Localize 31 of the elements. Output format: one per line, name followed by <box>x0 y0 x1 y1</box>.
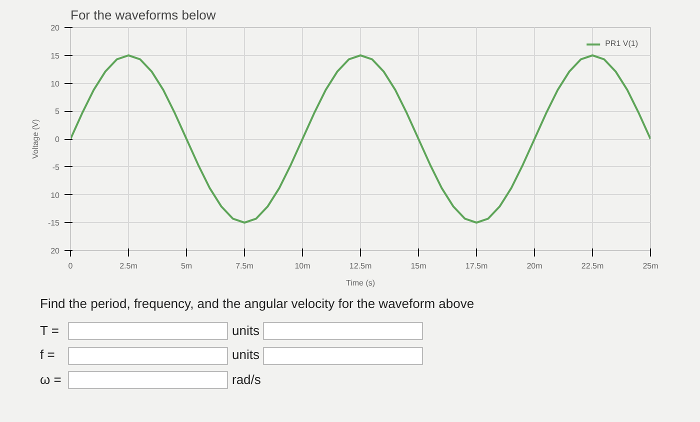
y-tick-label: -5 <box>52 162 60 172</box>
y-tick-label: 20 <box>50 24 60 32</box>
y-tick-label: 20 <box>50 246 60 256</box>
y-tick-label: -15 <box>48 218 60 228</box>
x-tick-label: 20m <box>526 262 543 270</box>
x-tick-label: 17.5m <box>465 262 488 270</box>
x-tick-label: 0 <box>68 262 74 270</box>
text: units <box>232 322 260 338</box>
text: units <box>232 347 260 362</box>
y-axis-title: Voltage (V) <box>30 118 40 159</box>
y-tick-label: 0 <box>55 135 60 144</box>
x-axis-title: Time (s) <box>346 278 376 288</box>
x-tick-label: 7.5m <box>236 262 254 270</box>
text: Find the period, frequency, and the angular velocity for the waveform above <box>40 295 474 313</box>
chart-title: For the waveforms below <box>70 8 216 22</box>
x-tick-label: 12.5m <box>349 262 372 270</box>
y-tick-label: 10 <box>50 190 60 200</box>
x-tick-label: 25m <box>642 262 659 270</box>
text: rad/s <box>232 372 261 387</box>
y-tick-label: 10 <box>50 79 60 88</box>
y-tick-label: 15 <box>50 51 60 60</box>
legend-label: PR1 V(1) <box>605 39 638 48</box>
x-tick-label: 22.5m <box>581 262 604 270</box>
text: f = <box>40 346 56 364</box>
y-tick-label: 5 <box>55 107 60 116</box>
x-tick-label: 2.5m <box>120 262 138 270</box>
x-tick-label: 5m <box>180 262 192 270</box>
x-tick-label: 10m <box>294 262 311 270</box>
text: T = <box>40 322 60 340</box>
x-tick-label: 15m <box>410 262 427 270</box>
text: ω = <box>40 370 62 389</box>
